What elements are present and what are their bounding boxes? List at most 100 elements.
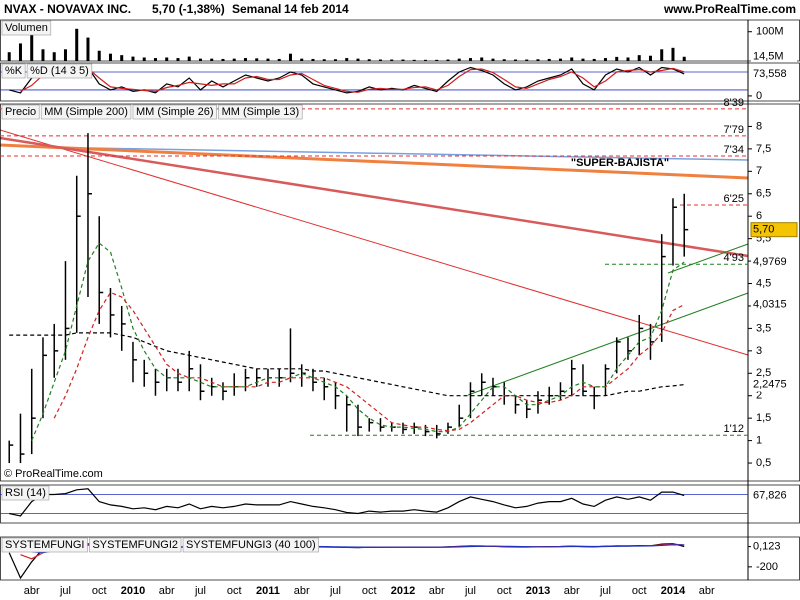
volume-bar xyxy=(682,56,686,61)
volume-bar xyxy=(345,58,349,61)
y-tick-label: -200 xyxy=(756,561,778,573)
x-tick-label: abr xyxy=(429,585,445,597)
volume-bar xyxy=(41,49,45,61)
x-tick-label: abr xyxy=(24,585,40,597)
trend-line xyxy=(0,143,749,180)
y-tick-label: 7 xyxy=(756,165,762,177)
value-tag xyxy=(750,222,798,238)
value-tag-label: 4,9769 xyxy=(753,256,787,268)
value-tag-label: 14,5M xyxy=(753,51,784,63)
value-tag-label: 5,70 xyxy=(753,224,774,236)
volume-bar xyxy=(457,58,461,61)
volume-bar xyxy=(367,59,371,61)
volume-bar xyxy=(435,59,439,61)
legend-box xyxy=(26,63,93,79)
volume-bar xyxy=(390,59,394,61)
x-tick-label: jul xyxy=(194,585,206,597)
volume-bar xyxy=(266,58,270,61)
volume-bar xyxy=(7,52,11,61)
volume-bar xyxy=(603,58,607,61)
copyright: © ProRealTime.com xyxy=(4,468,103,480)
volume-bar xyxy=(502,59,506,61)
volume-bar xyxy=(660,49,664,61)
legend-entry: MM (Simple 26) xyxy=(136,106,214,118)
value-tag-label: 0,123 xyxy=(753,541,781,553)
volume-bar xyxy=(570,57,574,61)
x-tick-label: oct xyxy=(227,585,242,597)
volume-bar xyxy=(52,52,56,61)
y-tick-label: 6,5 xyxy=(756,188,771,200)
volume-bar xyxy=(648,55,652,61)
volume-bar xyxy=(120,55,124,61)
x-tick-label: oct xyxy=(92,585,107,597)
legend-entry: SYSTEMFUNGI3 (40 100) xyxy=(186,539,316,551)
volume-bar xyxy=(513,59,517,61)
volume-bar xyxy=(356,58,360,61)
volume-bar xyxy=(401,59,405,61)
legend-entry: %D (14 3 5) xyxy=(30,65,89,77)
level-label: 7'34 xyxy=(724,144,744,156)
y-tick-label: 3 xyxy=(756,345,762,357)
level-label: 4'93 xyxy=(724,252,744,264)
legend-entry: MM (Simple 13) xyxy=(222,106,300,118)
site: www.ProRealTime.com xyxy=(663,2,796,16)
volume-bar xyxy=(255,58,259,61)
volume-bar xyxy=(30,34,34,61)
volume-bar xyxy=(423,59,427,61)
trend-line xyxy=(667,243,749,274)
level-label: 6'25 xyxy=(724,193,744,205)
volume-bar xyxy=(536,59,540,61)
annotation: "SUPER-BAJISTA" xyxy=(571,157,669,169)
legend-entry: SYSTEMFUNGI xyxy=(5,539,84,551)
volume-bar xyxy=(311,58,315,61)
x-tick-label: 2014 xyxy=(661,585,686,597)
value-tag xyxy=(751,49,797,64)
period: Semanal xyxy=(232,2,281,16)
volume-bar xyxy=(626,57,630,61)
x-tick-label: abr xyxy=(564,585,580,597)
legend-box xyxy=(1,20,52,36)
volume-bar xyxy=(131,56,135,61)
x-tick-label: abr xyxy=(699,585,715,597)
series-line xyxy=(20,67,685,93)
y-tick-label: 0,5 xyxy=(756,457,771,469)
volume-bar xyxy=(288,53,292,61)
x-tick-label: 2013 xyxy=(526,585,550,597)
volume-bar xyxy=(277,58,281,61)
volume-bar xyxy=(232,58,236,61)
volume-bar xyxy=(142,57,146,61)
volume-bar xyxy=(210,58,214,61)
value-tag xyxy=(751,297,797,312)
symbol: NVAX - NOVAVAX INC. xyxy=(4,2,131,16)
value-tag xyxy=(751,255,797,270)
y-tick-label: 1,5 xyxy=(756,412,771,424)
volume-bar xyxy=(300,58,304,61)
volume-bar xyxy=(75,28,79,62)
legend-box xyxy=(1,104,40,120)
x-tick-label: 2012 xyxy=(391,585,415,597)
legend-box xyxy=(1,485,50,501)
volume-bar xyxy=(221,58,225,61)
legend-box xyxy=(132,104,217,120)
series-line xyxy=(31,242,685,441)
volume-bar xyxy=(198,58,202,61)
date: 14 feb 2014 xyxy=(284,2,349,16)
legend-box xyxy=(182,537,319,553)
volume-bar xyxy=(491,58,495,61)
volume-bar xyxy=(18,43,22,61)
volume-bar xyxy=(558,58,562,61)
volume-bar xyxy=(480,57,484,61)
legend-box xyxy=(89,537,182,553)
volume-bar xyxy=(243,58,247,61)
volume-bar xyxy=(615,56,619,61)
x-tick-label: oct xyxy=(632,585,647,597)
trend-line xyxy=(89,147,749,161)
x-tick-label: jul xyxy=(59,585,71,597)
level-label: 7'79 xyxy=(724,124,744,136)
x-tick-label: jul xyxy=(329,585,341,597)
x-tick-label: jul xyxy=(599,585,611,597)
legend-box xyxy=(40,104,132,120)
value-tag-label: 4,0315 xyxy=(753,298,787,310)
legend-box xyxy=(1,63,26,79)
